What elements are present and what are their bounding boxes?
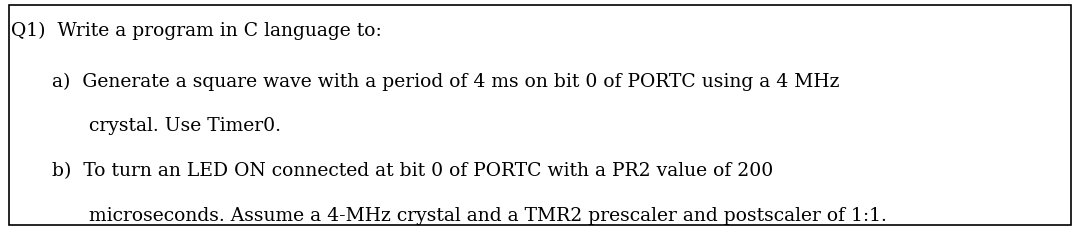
Text: crystal. Use Timer0.: crystal. Use Timer0. bbox=[89, 117, 281, 135]
Text: a)  Generate a square wave with a period of 4 ms on bit 0 of PORTC using a 4 MHz: a) Generate a square wave with a period … bbox=[52, 73, 839, 91]
Text: Q1)  Write a program in C language to:: Q1) Write a program in C language to: bbox=[11, 22, 381, 40]
Text: microseconds. Assume a 4-MHz crystal and a TMR2 prescaler and postscaler of 1:1.: microseconds. Assume a 4-MHz crystal and… bbox=[89, 207, 887, 225]
Text: b)  To turn an LED ON connected at bit 0 of PORTC with a PR2 value of 200: b) To turn an LED ON connected at bit 0 … bbox=[52, 162, 773, 180]
FancyBboxPatch shape bbox=[9, 5, 1071, 225]
